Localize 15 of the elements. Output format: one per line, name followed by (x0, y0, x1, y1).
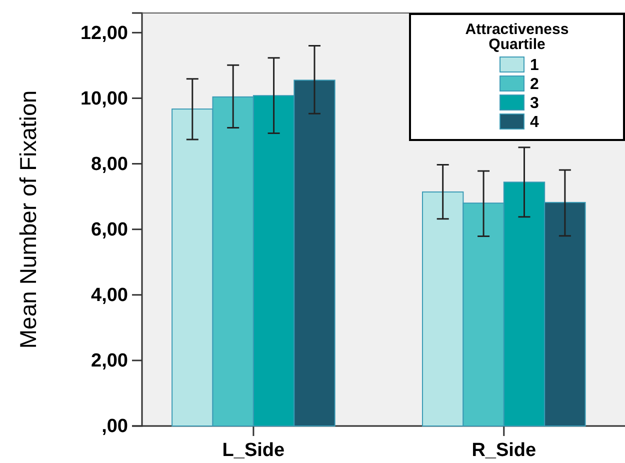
y-tick-label: 12,00 (80, 22, 128, 44)
y-axis-title: Mean Number of Fixation (15, 90, 41, 349)
y-tick-label: 6,00 (91, 219, 128, 240)
legend-label: 2 (530, 76, 539, 93)
legend-label: 3 (530, 95, 539, 112)
x-tick-label: L_Side (222, 440, 285, 462)
y-tick-label: ,00 (102, 416, 128, 438)
y-tick-label: 8,00 (91, 154, 128, 175)
legend-title: Attractiveness Quartile (465, 21, 569, 53)
x-tick-label: R_Side (472, 440, 536, 462)
legend-label: 1 (530, 57, 539, 74)
y-tick-label: 2,00 (91, 350, 128, 372)
y-tick-label: 10,00 (80, 88, 128, 110)
legend-label: 4 (530, 114, 539, 131)
y-tick-label: 4,00 (91, 284, 128, 306)
